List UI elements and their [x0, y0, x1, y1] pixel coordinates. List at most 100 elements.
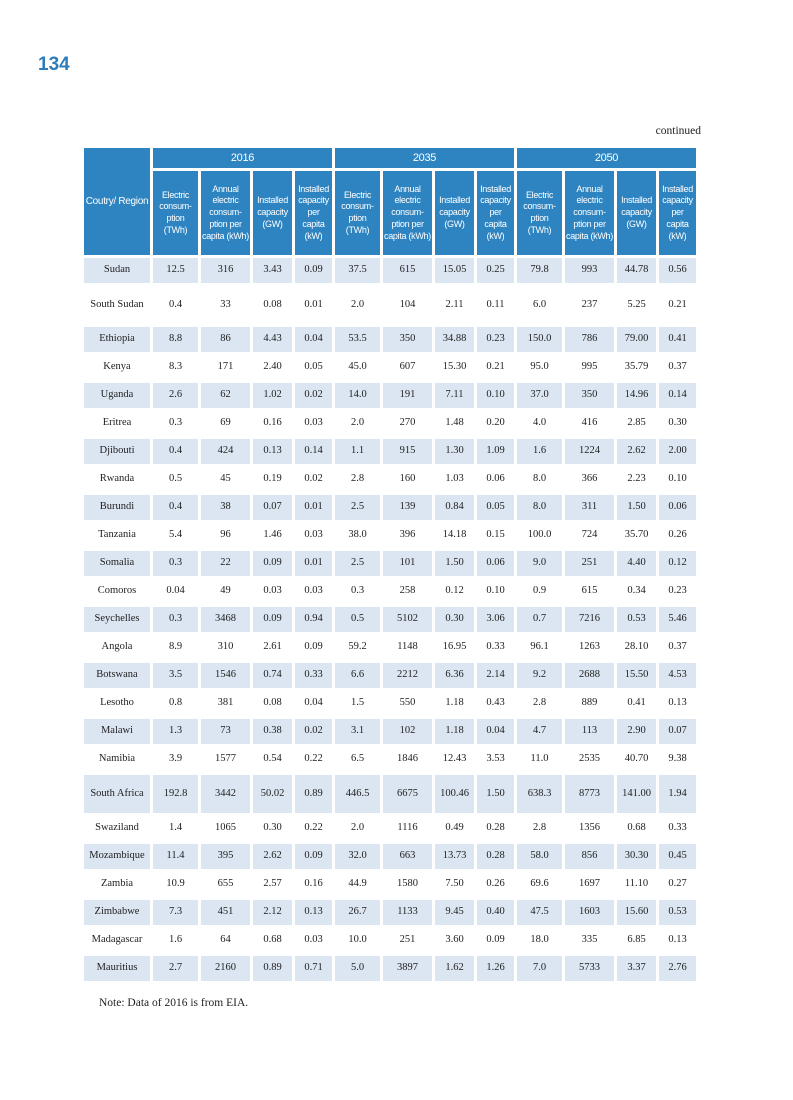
value-cell: 607: [383, 355, 432, 380]
value-cell: 0.04: [477, 719, 514, 744]
value-cell: 35.79: [617, 355, 656, 380]
value-cell: 0.02: [295, 383, 332, 408]
value-cell: 0.9: [517, 579, 562, 604]
table-row-eritrea: Eritrea 0.3 69 0.16 0.03 2.0 270 1.48 0.20 4.0 416…: [84, 411, 696, 436]
table-row-tanzania: Tanzania 5.4 96 1.46 0.03 38.0 396 14.18 0.15 100…: [84, 523, 696, 548]
value-cell: 615: [383, 258, 432, 283]
value-cell: 1.02: [253, 383, 292, 408]
country-cell: Namibia: [84, 747, 150, 772]
value-cell: 638.3: [517, 775, 562, 813]
country-cell: Rwanda: [84, 467, 150, 492]
value-cell: 2.8: [335, 467, 380, 492]
value-cell: 0.08: [253, 691, 292, 716]
value-cell: 0.37: [659, 355, 696, 380]
value-cell: 3.5: [153, 663, 198, 688]
value-cell: 171: [201, 355, 250, 380]
table-row-somalia: Somalia 0.3 22 0.09 0.01 2.5 101 1.50 0.06 9.0 251…: [84, 551, 696, 576]
value-cell: 0.10: [477, 383, 514, 408]
value-cell: 104: [383, 286, 432, 324]
value-cell: 6675: [383, 775, 432, 813]
value-cell: 0.22: [295, 747, 332, 772]
value-cell: 0.10: [477, 579, 514, 604]
value-cell: 15.60: [617, 900, 656, 925]
value-cell: 0.33: [295, 663, 332, 688]
value-cell: 0.07: [253, 495, 292, 520]
country-cell: Tanzania: [84, 523, 150, 548]
year-header-2016: 2016: [153, 148, 332, 168]
value-cell: 2160: [201, 956, 250, 981]
value-cell: 8.0: [517, 467, 562, 492]
value-cell: 44.78: [617, 258, 656, 283]
value-cell: 160: [383, 467, 432, 492]
value-cell: 6.85: [617, 928, 656, 953]
electricity-consumption-capacity-table: Coutry/ Region 2016 2035 2050 Electric c…: [81, 145, 699, 984]
value-cell: 310: [201, 635, 250, 660]
country-cell: South Sudan: [84, 286, 150, 324]
value-cell: 47.5: [517, 900, 562, 925]
value-cell: 0.53: [659, 900, 696, 925]
value-cell: 58.0: [517, 844, 562, 869]
value-cell: 0.54: [253, 747, 292, 772]
value-cell: 0.56: [659, 258, 696, 283]
table-row-angola: Angola 8.9 310 2.61 0.09 59.2 1148 16.95 0.33 96.…: [84, 635, 696, 660]
value-cell: 1.46: [253, 523, 292, 548]
value-cell: 395: [201, 844, 250, 869]
value-cell: 0.34: [617, 579, 656, 604]
value-cell: 9.0: [517, 551, 562, 576]
value-cell: 995: [565, 355, 614, 380]
value-cell: 0.13: [295, 900, 332, 925]
value-cell: 59.2: [335, 635, 380, 660]
table-row-lesotho: Lesotho 0.8 381 0.08 0.04 1.5 550 1.18 0.43 2.8 88…: [84, 691, 696, 716]
value-cell: 12.5: [153, 258, 198, 283]
value-cell: 0.20: [477, 411, 514, 436]
value-cell: 79.00: [617, 327, 656, 352]
country-cell: Ethiopia: [84, 327, 150, 352]
value-cell: 15.05: [435, 258, 474, 283]
value-cell: 7.11: [435, 383, 474, 408]
country-cell: Madagascar: [84, 928, 150, 953]
value-cell: 1.03: [435, 467, 474, 492]
value-cell: 11.0: [517, 747, 562, 772]
value-cell: 100.0: [517, 523, 562, 548]
value-cell: 18.0: [517, 928, 562, 953]
value-cell: 2.6: [153, 383, 198, 408]
value-cell: 0.13: [253, 439, 292, 464]
table-row-seychelles: Seychelles 0.3 3468 0.09 0.94 0.5 5102 0.30 3.06…: [84, 607, 696, 632]
value-cell: 69.6: [517, 872, 562, 897]
value-cell: 1.4: [153, 816, 198, 841]
value-cell: 13.73: [435, 844, 474, 869]
value-cell: 0.06: [659, 495, 696, 520]
value-cell: 3.1: [335, 719, 380, 744]
value-cell: 2.40: [253, 355, 292, 380]
value-cell: 5.25: [617, 286, 656, 324]
value-cell: 79.8: [517, 258, 562, 283]
value-cell: 2.12: [253, 900, 292, 925]
value-cell: 1.26: [477, 956, 514, 981]
value-cell: 3.9: [153, 747, 198, 772]
value-cell: 0.45: [659, 844, 696, 869]
value-cell: 0.05: [295, 355, 332, 380]
value-cell: 0.09: [253, 607, 292, 632]
value-cell: 6.0: [517, 286, 562, 324]
value-cell: 16.95: [435, 635, 474, 660]
country-cell: Mozambique: [84, 844, 150, 869]
value-cell: 1.50: [617, 495, 656, 520]
table-row-sudan: Sudan 12.5 316 3.43 0.09 37.5 615 15.05 0.25 79.8…: [84, 258, 696, 283]
value-cell: 38.0: [335, 523, 380, 548]
value-cell: 3.06: [477, 607, 514, 632]
value-cell: 8.8: [153, 327, 198, 352]
value-cell: 0.14: [295, 439, 332, 464]
table-row-uganda: Uganda 2.6 62 1.02 0.02 14.0 191 7.11 0.10 37.0 35…: [84, 383, 696, 408]
value-cell: 0.68: [253, 928, 292, 953]
value-cell: 1.62: [435, 956, 474, 981]
value-cell: 0.03: [295, 523, 332, 548]
value-cell: 1065: [201, 816, 250, 841]
value-cell: 100.46: [435, 775, 474, 813]
value-cell: 0.05: [477, 495, 514, 520]
value-cell: 0.23: [659, 579, 696, 604]
value-cell: 0.03: [253, 579, 292, 604]
value-cell: 0.84: [435, 495, 474, 520]
value-cell: 11.10: [617, 872, 656, 897]
table-row-ethiopia: Ethiopia 8.8 86 4.43 0.04 53.5 350 34.88 0.23 150…: [84, 327, 696, 352]
value-cell: 38: [201, 495, 250, 520]
